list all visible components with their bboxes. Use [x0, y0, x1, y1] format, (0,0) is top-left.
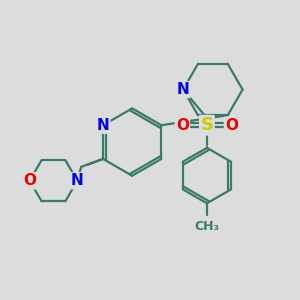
Text: N: N	[97, 118, 110, 133]
Text: CH₃: CH₃	[194, 220, 219, 233]
Text: N: N	[177, 82, 190, 97]
Text: O: O	[225, 118, 238, 133]
Text: S: S	[200, 116, 213, 134]
Text: O: O	[176, 118, 189, 133]
Text: O: O	[23, 173, 36, 188]
Text: N: N	[71, 173, 84, 188]
